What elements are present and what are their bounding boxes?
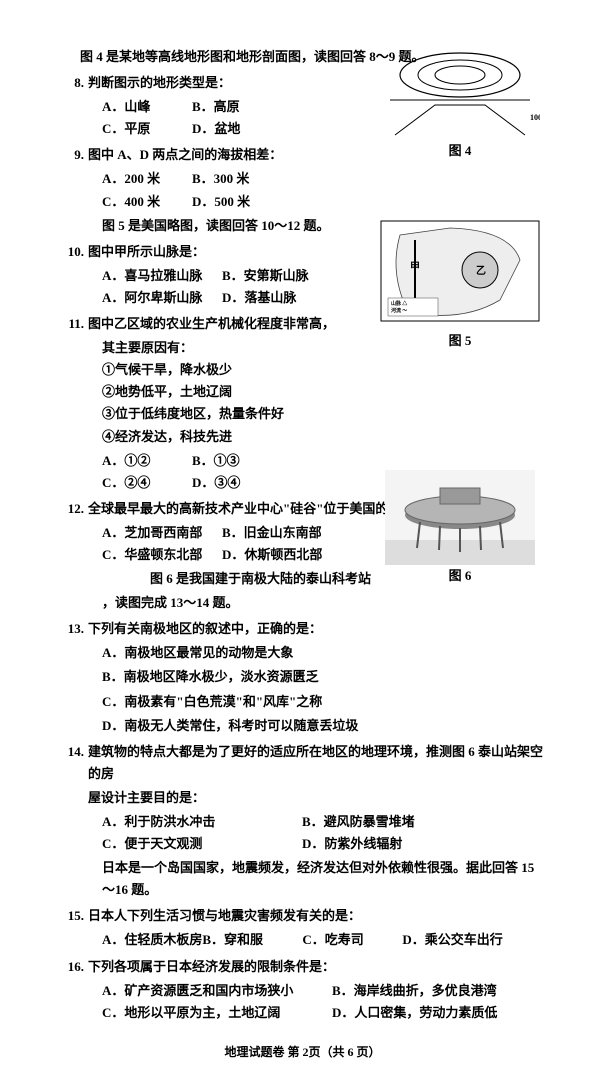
q14-opt-d: D．防紫外线辐射 <box>302 833 502 855</box>
q8-num: 8. <box>60 72 84 94</box>
q16-opt-c: C．地形以平原为主，土地辽阔 <box>102 1002 332 1024</box>
figure-5: 乙 甲 山脉 △ 河流 ～ 图 5 <box>375 220 545 352</box>
q13-text: 下列有关南极地区的叙述中，正确的是： <box>84 618 545 640</box>
q13-opt-d: D．南极无人类常住，科考时可以随意丢垃圾 <box>102 715 545 737</box>
q9-opt-b: B．300 米 <box>192 168 282 190</box>
q8-opt-c: C．平原 <box>102 118 192 140</box>
q12-opt-d: D．休斯顿西北部 <box>222 544 342 566</box>
q15-num: 15. <box>60 905 84 927</box>
figure-6: 图 6 <box>375 470 545 587</box>
figure-6-label: 图 6 <box>375 565 545 587</box>
q11-num: 11. <box>60 313 84 335</box>
q10-opt-c: A．阿尔卑斯山脉 <box>102 287 222 309</box>
q10-opt-b: B．安第斯山脉 <box>222 265 342 287</box>
q15-opt-d: D．乘公交车出行 <box>402 929 502 951</box>
q9-opt-a: A．200 米 <box>102 168 192 190</box>
q9-opt-c: C．400 米 <box>102 191 192 213</box>
question-13: 13. 下列有关南极地区的叙述中，正确的是： <box>60 618 545 640</box>
svg-text:山脉 △: 山脉 △ <box>391 300 408 307</box>
figure-4: 100 图 4 <box>375 40 545 162</box>
q16-opt-b: B．海岸线曲折，多优良港湾 <box>332 980 532 1002</box>
q11-opt-b: B．①③ <box>192 450 282 472</box>
q15-opt-a: A．住轻质木板房 <box>102 929 202 951</box>
q13-opt-c: C．南极素有"白色荒漠"和"风库"之称 <box>102 691 545 713</box>
q11-opt-c: C．②④ <box>102 472 192 494</box>
q16-num: 16. <box>60 956 84 978</box>
figure-5-label: 图 5 <box>375 330 545 352</box>
q11-circ-4: ④经济发达，科技先进 <box>102 426 545 448</box>
q8-opt-b: B．高原 <box>192 96 282 118</box>
q9-opt-d: D．500 米 <box>192 191 282 213</box>
svg-text:河流 ～: 河流 ～ <box>390 307 407 314</box>
q14-sub: 屋设计主要目的是： <box>88 787 545 809</box>
q14-opt-b: B．避风防暴雪堆堵 <box>302 811 502 833</box>
q10-opt-a: A．喜马拉雅山脉 <box>102 265 222 287</box>
question-16: 16. 下列各项属于日本经济发展的限制条件是： <box>60 956 545 978</box>
q13-num: 13. <box>60 618 84 640</box>
q12-opt-a: A．芝加哥西南部 <box>102 522 222 544</box>
q15-opt-b: B．穿和服 <box>202 929 302 951</box>
q14-text: 建筑物的特点大都是为了更好的适应所在地区的地理环境，推测图 6 泰山站架空的房 <box>84 741 545 785</box>
page-footer: 地理试题卷 第 2页（共 6 页） <box>60 1042 545 1062</box>
svg-text:100: 100 <box>530 113 540 122</box>
q16-opt-a: A．矿产资源匮乏和国内市场狭小 <box>102 980 332 1002</box>
q10-opt-d: D．落基山脉 <box>222 287 342 309</box>
q8-opt-a: A．山峰 <box>102 96 192 118</box>
q8-opt-d: D．盆地 <box>192 118 282 140</box>
q16-text: 下列各项属于日本经济发展的限制条件是： <box>84 956 545 978</box>
intro-15-16: 日本是一个岛国国家，地震频发，经济发达但对外依赖性很强。据此回答 15～16 题… <box>102 857 545 901</box>
q12-opt-c: C．华盛顿东北部 <box>102 544 222 566</box>
q16-opt-d: D．人口密集，劳动力素质低 <box>332 1002 532 1024</box>
q11-circ-2: ②地势低平，土地辽阔 <box>102 381 545 403</box>
q12-opt-b: B．旧金山东南部 <box>222 522 342 544</box>
svg-text:乙: 乙 <box>476 265 486 277</box>
q11-opt-d: D．③④ <box>192 472 282 494</box>
q11-circ-3: ③位于低纬度地区，热量条件好 <box>102 403 545 425</box>
q14-opt-a: A．利于防洪水冲击 <box>102 811 302 833</box>
q10-num: 10. <box>60 241 84 263</box>
q15-text: 日本人下列生活习惯与地震灾害频发有关的是： <box>84 905 545 927</box>
q13-opt-b: B．南极地区降水极少，淡水资源匮乏 <box>102 666 545 688</box>
q11-circ-1: ①气候干旱，降水极少 <box>102 359 545 381</box>
q12-num: 12. <box>60 498 84 520</box>
question-15: 15. 日本人下列生活习惯与地震灾害频发有关的是： <box>60 905 545 927</box>
q11-opt-a: A．①② <box>102 450 192 472</box>
q13-opt-a: A．南极地区最常见的动物是大象 <box>102 642 545 664</box>
q9-num: 9. <box>60 144 84 166</box>
figure-4-label: 图 4 <box>375 140 545 162</box>
question-14: 14. 建筑物的特点大都是为了更好的适应所在地区的地理环境，推测图 6 泰山站架… <box>60 741 545 785</box>
q15-opt-c: C．吃寿司 <box>302 929 402 951</box>
intro-13-14b: ，读图完成 13～14 题。 <box>102 592 545 614</box>
q14-num: 14. <box>60 741 84 785</box>
q14-opt-c: C．便于天文观测 <box>102 833 302 855</box>
